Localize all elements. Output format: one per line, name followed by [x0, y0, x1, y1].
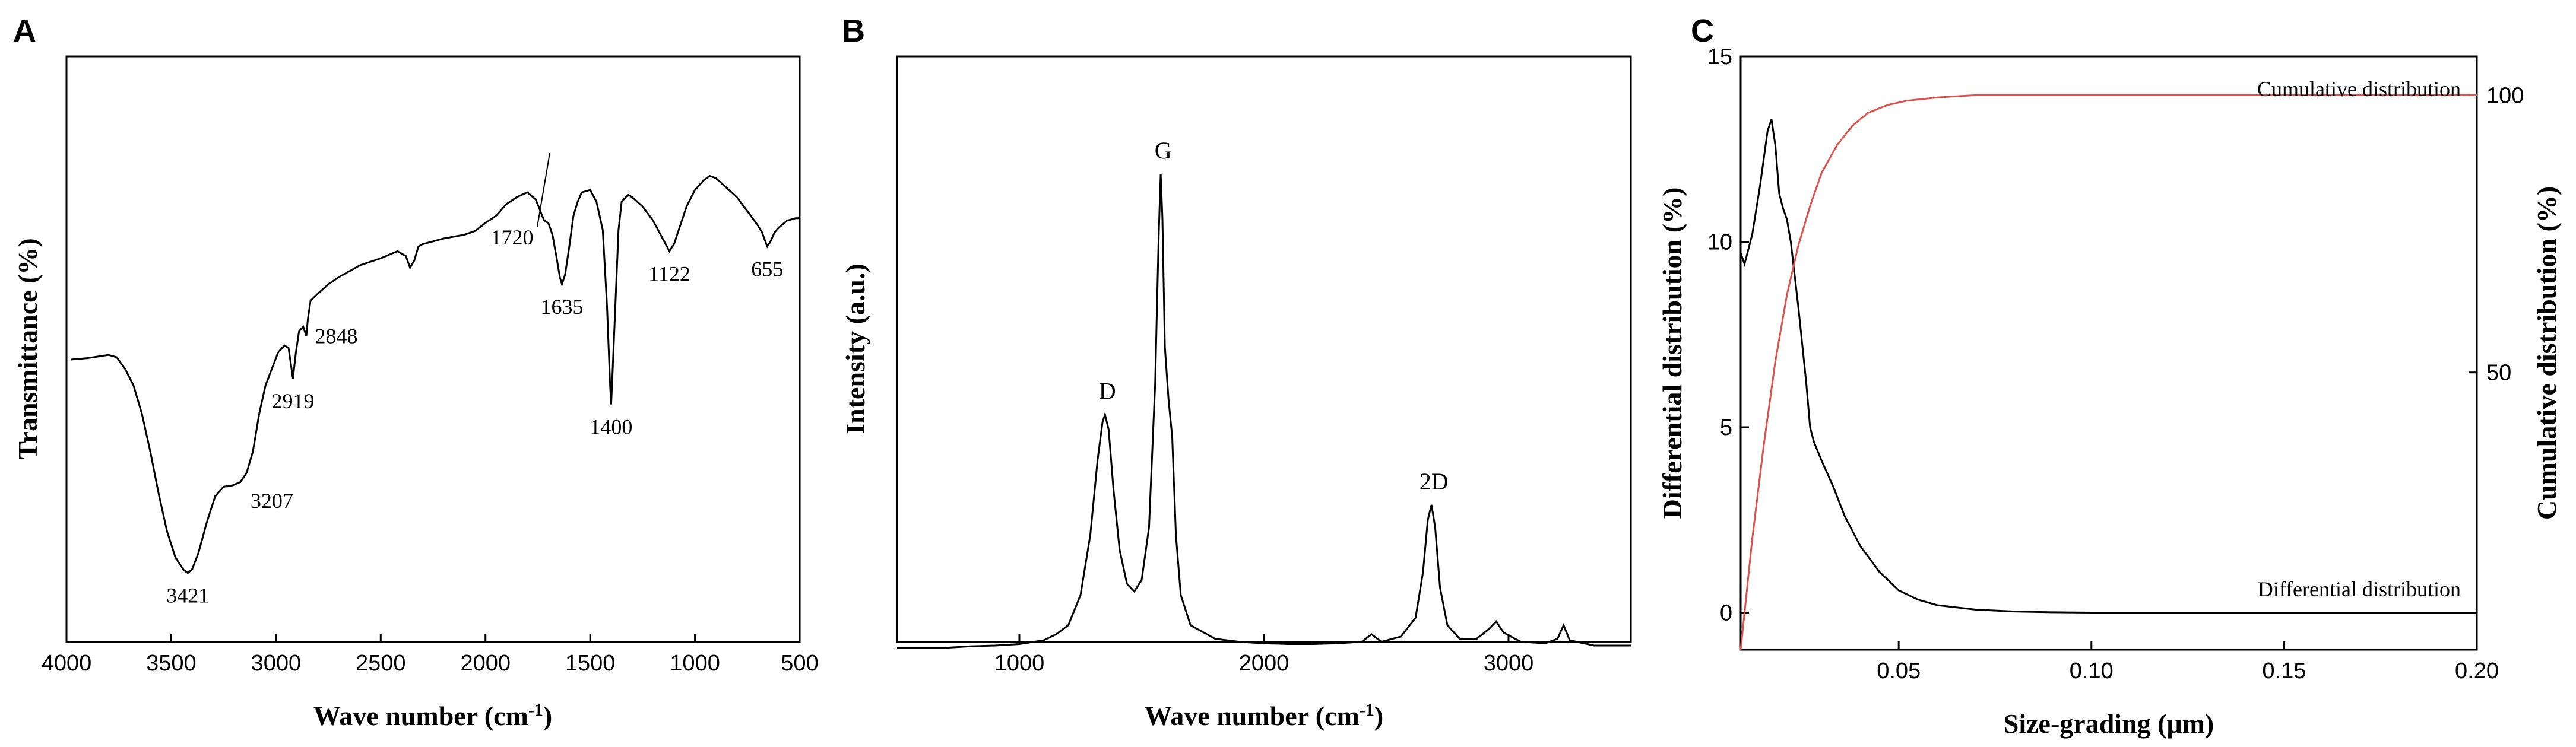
panel-c-x-tick-label: 0.15 — [2262, 659, 2306, 684]
panel-c-differential-label: Differential distribution — [2258, 577, 2461, 601]
panel-c-left-y-axis-title: Differential distribution (%) — [1657, 187, 1687, 519]
panel-b-band-label: D — [1099, 378, 1116, 405]
panel-c-y2-tick-label: 50 — [2486, 361, 2511, 386]
panel-a-x-tick-label: 3000 — [251, 651, 302, 676]
panel-c-cumulative-label: Cumulative distribution — [2257, 77, 2461, 101]
panel-c-x-tick-label: 0.20 — [2455, 659, 2499, 684]
panel-a-x-tick-label: 1000 — [670, 651, 720, 676]
panel-c-y-tick-label: 15 — [1707, 44, 1732, 69]
panel-a-1720-leader-line — [537, 152, 550, 227]
panel-b-band-label: G — [1155, 137, 1172, 164]
panel-a-letter: A — [13, 13, 36, 49]
panel-a-x-axis-title: Wave number (cm-1) — [313, 700, 552, 731]
panel-a-x-ticks: 4000 3500 3000 2500 2000 1500 1000 500 — [42, 634, 819, 676]
panel-c-x-axis-title: Size-grading (μm) — [2004, 708, 2214, 739]
panel-c-plot-frame — [1739, 55, 2478, 651]
panel-c-y-tick-label: 0 — [1720, 601, 1732, 626]
panel-b-raman-line — [897, 173, 1631, 649]
panel-a-peak-label: 2848 — [315, 324, 357, 348]
panel-c-y-tick-label: 10 — [1707, 230, 1732, 255]
panel-c-x-tick-label: 0.05 — [1877, 659, 1921, 684]
panel-b-letter: B — [842, 13, 865, 49]
panel-b-y-axis-title: Intensity (a.u.) — [840, 263, 870, 434]
panel-b-x-axis-title: Wave number (cm-1) — [1145, 700, 1383, 731]
panel-b-x-ticks: 1000 2000 3000 — [994, 634, 1534, 676]
panel-b-x-tick-label: 1000 — [994, 651, 1045, 676]
panel-a-y-axis-title: Transmittance (%) — [12, 238, 43, 459]
panel-a-peak-label: 1122 — [648, 262, 690, 285]
panel-a-x-tick-label: 4000 — [42, 651, 92, 676]
panel-c-cumulative-line — [1739, 94, 2477, 650]
panel-b-band-label: 2D — [1420, 468, 1449, 495]
panel-a-ftir-chart: A 4000 3500 3000 2500 2000 1500 1000 500 3421 32… — [12, 13, 819, 731]
panel-a-peak-label: 3207 — [251, 489, 293, 513]
panel-a-x-tick-label: 500 — [781, 651, 818, 676]
panel-a-x-tick-label: 1500 — [565, 651, 616, 676]
panel-a-x-tick-label: 2500 — [356, 651, 406, 676]
panel-a-plot-frame — [65, 55, 801, 643]
panel-c-y2-tick-label: 100 — [2486, 83, 2524, 108]
panel-a-ftir-line — [70, 174, 800, 574]
panel-b-x-tick-label: 2000 — [1239, 651, 1289, 676]
panel-a-peak-label: 2919 — [271, 389, 314, 413]
panel-a-peak-label: 3421 — [166, 584, 209, 608]
panel-c-size-distribution-chart: C 0.05 0.10 0.15 0.20 0 5 10 15 50 100 Cumulati… — [1657, 13, 2562, 739]
panel-c-right-y-axis-title: Cumulative distribution (%) — [2531, 186, 2562, 520]
panel-b-band-labels: D G 2D — [1099, 137, 1449, 495]
panel-c-x-ticks: 0.05 0.10 0.15 0.20 — [1877, 641, 2499, 684]
panel-a-peak-annotations: 3421 3207 2919 2848 1720 1635 1400 1122 655 — [166, 225, 783, 608]
panel-a-x-tick-label: 2000 — [460, 651, 511, 676]
panel-a-peak-label: 1400 — [590, 415, 632, 438]
panel-a-peak-label: 655 — [751, 257, 783, 281]
panel-a-peak-label: 1635 — [541, 295, 584, 319]
panel-a-peak-label: 1720 — [491, 225, 534, 249]
panel-c-differential-line — [1739, 119, 2477, 614]
panel-b-raman-chart: B 1000 2000 3000 D G 2D Wave number (cm-1) I… — [840, 13, 1632, 731]
panel-c-letter: C — [1691, 13, 1714, 49]
panel-c-y-tick-label: 5 — [1720, 415, 1732, 440]
panel-b-plot-frame — [896, 55, 1632, 643]
panel-c-left-y-ticks: 0 5 10 15 — [1707, 44, 1749, 626]
panel-c-x-tick-label: 0.10 — [2070, 659, 2114, 684]
panel-b-x-tick-label: 3000 — [1484, 651, 1534, 676]
panel-a-x-tick-label: 3500 — [146, 651, 197, 676]
